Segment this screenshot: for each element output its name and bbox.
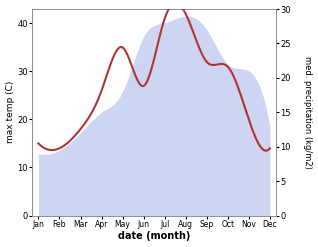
Y-axis label: med. precipitation (kg/m2): med. precipitation (kg/m2): [303, 56, 313, 169]
X-axis label: date (month): date (month): [118, 231, 190, 242]
Y-axis label: max temp (C): max temp (C): [5, 81, 15, 144]
